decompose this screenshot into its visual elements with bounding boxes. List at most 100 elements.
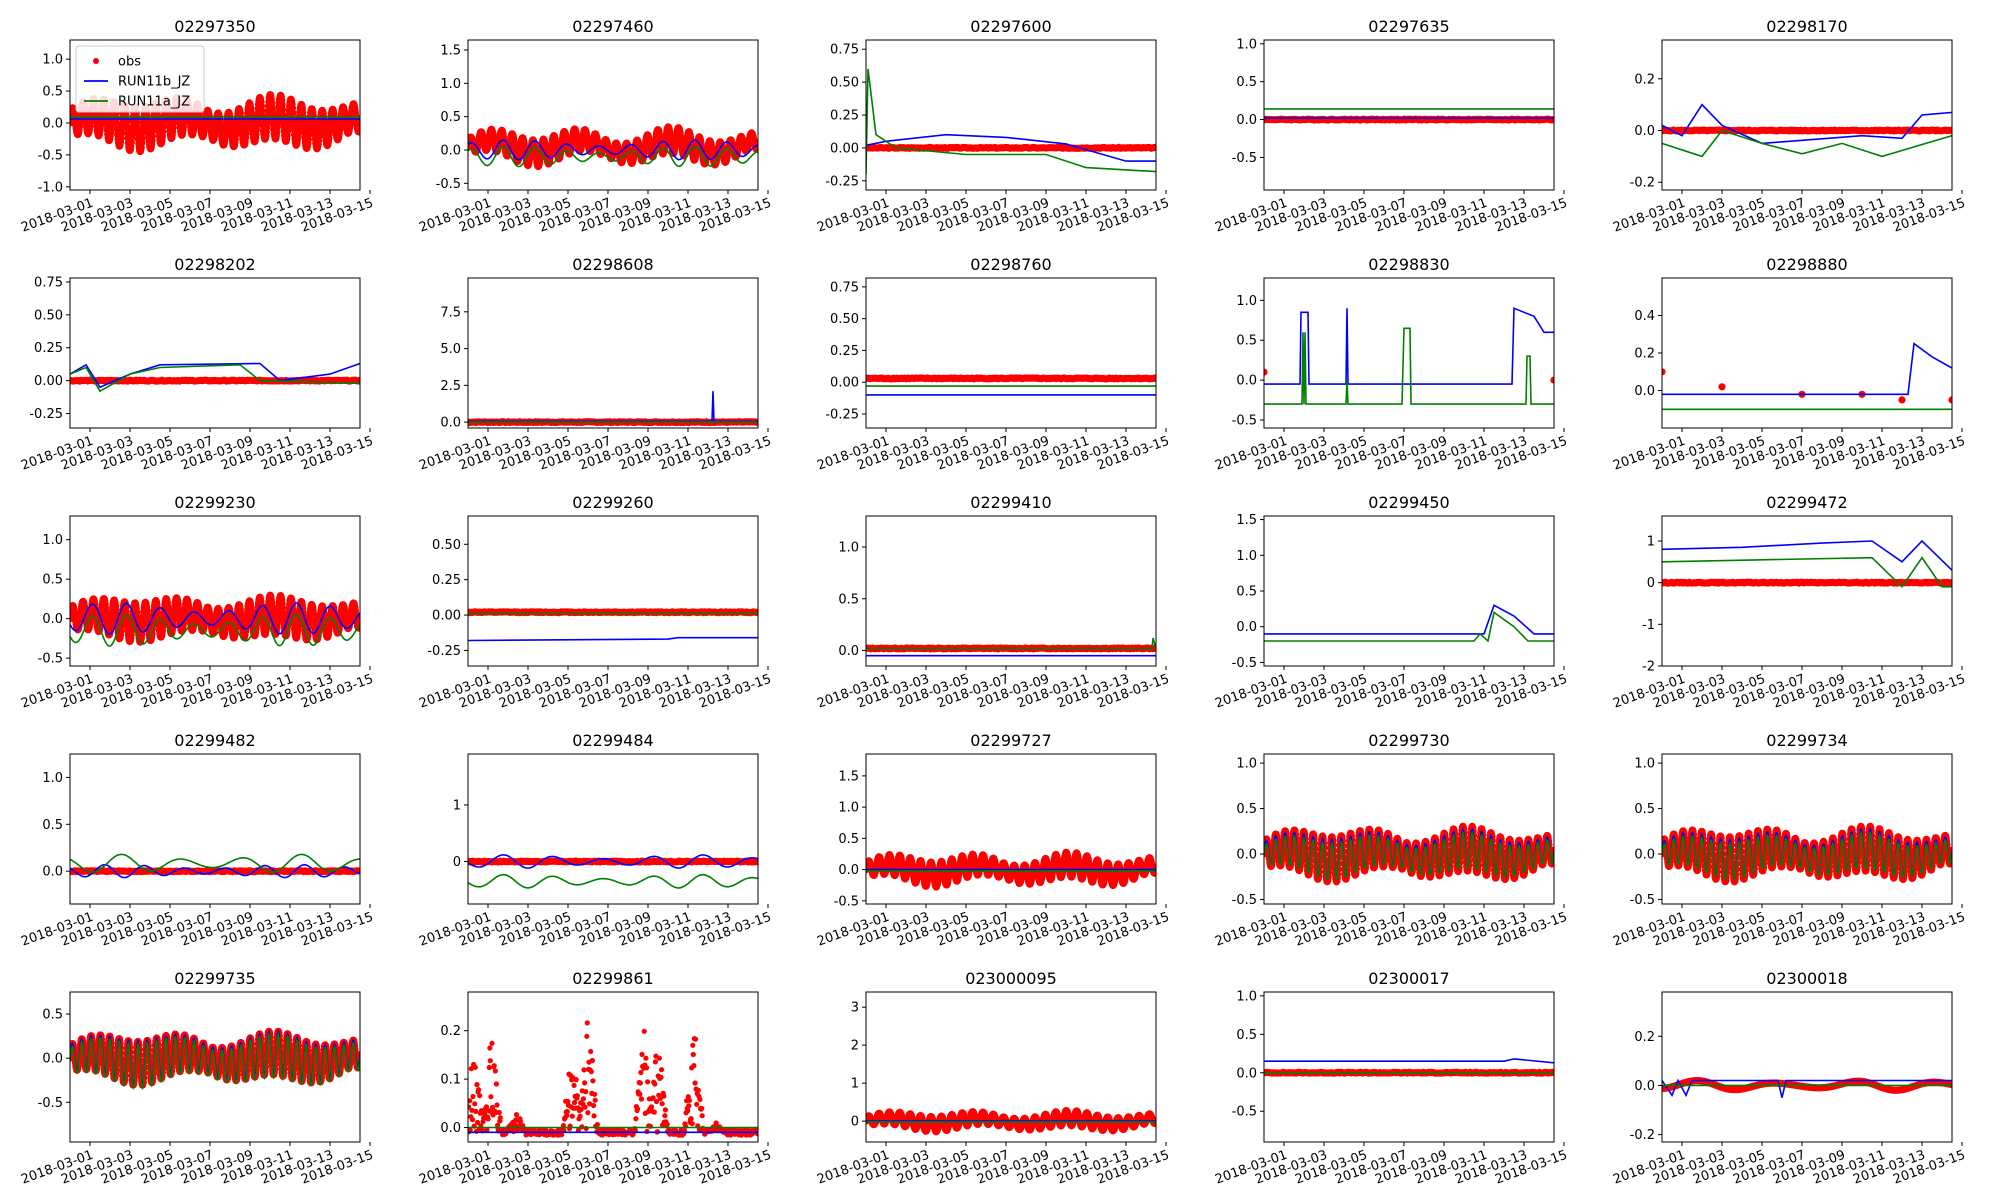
series-a-line — [468, 145, 758, 168]
obs-point — [356, 123, 360, 131]
y-tick-label: -0.5 — [1232, 151, 1257, 166]
subplot-title: 02299410 — [970, 493, 1051, 512]
subplot-title: 02297635 — [1368, 17, 1449, 36]
legend-label: RUN11b_JZ — [118, 75, 190, 90]
y-tick-label: -0.25 — [29, 407, 63, 422]
series-obs-points — [1264, 368, 1554, 384]
y-tick-label: 0.0 — [838, 644, 859, 659]
subplot-title: 02299472 — [1766, 493, 1847, 512]
y-tick-label: 1.0 — [42, 771, 63, 786]
obs-point — [300, 118, 308, 126]
subplot-02297460: 02297460-0.50.00.51.01.52018-03-012018-0… — [417, 17, 773, 236]
plot-area — [1264, 307, 1554, 405]
obs-point — [263, 123, 271, 132]
obs-point — [278, 105, 287, 113]
axes-frame — [1661, 39, 1953, 191]
y-tick-label: -0.25 — [825, 174, 859, 189]
y-tick-label: 0.00 — [34, 374, 63, 389]
axes-frame — [69, 753, 361, 905]
axes-frame — [865, 39, 1157, 191]
subplot-02299484: 02299484012018-03-012018-03-032018-03-05… — [417, 731, 773, 950]
series-a-line — [70, 363, 360, 393]
series-b-line — [468, 139, 758, 161]
series-obs-points — [1264, 115, 1554, 124]
legend-box — [75, 45, 205, 113]
series-a-line — [1264, 611, 1554, 643]
series-b-line — [1662, 103, 1952, 145]
y-tick-label: -1.0 — [38, 180, 63, 195]
y-tick-label: 0.4 — [1634, 309, 1655, 324]
subplot-02299450: 02299450-0.50.00.51.01.52018-03-012018-0… — [1213, 493, 1569, 712]
y-tick-label: 0.0 — [1634, 384, 1655, 399]
y-tick-label: 0.00 — [432, 609, 461, 624]
series-obs-points — [866, 848, 1156, 891]
obs-point — [144, 122, 152, 130]
plot-area — [866, 68, 1156, 175]
y-tick-label: 1.0 — [1236, 37, 1257, 52]
obs-point — [1948, 126, 1952, 135]
subplot-02299410: 022994100.00.51.02018-03-012018-03-03201… — [815, 493, 1171, 712]
y-tick-label: 0.50 — [34, 308, 63, 323]
plot-area — [1264, 108, 1554, 124]
y-tick-label: 7.5 — [440, 305, 461, 320]
subplot-title: 02298760 — [970, 255, 1051, 274]
obs-point — [113, 120, 121, 128]
series-obs-points — [468, 608, 758, 617]
series-b-line — [1662, 342, 1952, 396]
series-obs-points — [468, 123, 758, 171]
obs-point — [1152, 374, 1156, 383]
subplot-02298880: 022988800.00.20.42018-03-012018-03-03201… — [1611, 255, 1967, 474]
subplot-title: 02299230 — [174, 493, 255, 512]
series-b-line — [70, 863, 360, 879]
plot-area — [1662, 342, 1952, 411]
y-tick-label: 0.5 — [1236, 585, 1257, 600]
subplot-02299482: 022994820.00.51.02018-03-012018-03-03201… — [19, 731, 375, 950]
series-b-line — [1662, 539, 1952, 571]
y-tick-label: -0.25 — [825, 408, 859, 423]
series-obs-points — [866, 374, 1156, 383]
y-tick-label: 0 — [1647, 576, 1655, 591]
series-a-line — [866, 637, 1156, 650]
obs-point — [289, 109, 297, 117]
y-tick-label: 0.5 — [42, 85, 63, 100]
series-b-line — [468, 636, 758, 642]
obs-point — [1718, 383, 1726, 391]
y-tick-label: 0.2 — [1634, 72, 1655, 87]
y-tick-label: 0.5 — [440, 110, 461, 125]
series-b-line — [468, 854, 758, 869]
y-tick-label: 0.25 — [830, 344, 859, 359]
axes-frame — [467, 39, 759, 191]
y-tick-label: 0 — [453, 855, 461, 870]
series-obs-points — [70, 867, 360, 876]
obs-point — [1264, 368, 1268, 376]
series-a-line — [70, 613, 360, 647]
y-tick-label: 1.0 — [440, 77, 461, 92]
y-tick-label: 5.0 — [440, 342, 461, 357]
subplot-02298830: 02298830-0.50.00.51.02018-03-012018-03-0… — [1213, 255, 1569, 474]
axes-frame — [1661, 277, 1953, 429]
y-tick-label: 0.2 — [1634, 347, 1655, 362]
series-obs-points — [1662, 126, 1952, 135]
axes-frame — [1263, 515, 1555, 667]
plot-area — [866, 848, 1156, 891]
obs-point — [268, 104, 276, 112]
legend-marker — [93, 58, 99, 64]
subplot-02299472: 02299472-2-1012018-03-012018-03-032018-0… — [1611, 493, 1967, 712]
subplot-02299727: 02299727-0.50.00.51.01.52018-03-012018-0… — [815, 731, 1171, 950]
y-tick-label: 1.0 — [42, 53, 63, 68]
series-a-line — [866, 68, 1156, 175]
subplot-02298608: 022986080.02.55.07.52018-03-012018-03-03… — [417, 255, 773, 474]
subplot-02298760: 02298760-0.250.000.250.500.752018-03-012… — [815, 255, 1171, 474]
y-tick-label: 0.0 — [42, 865, 63, 880]
plot-area — [1662, 539, 1952, 589]
series-b-line — [70, 362, 360, 389]
y-tick-label: 0.0 — [1236, 113, 1257, 128]
obs-point — [284, 122, 292, 130]
y-tick-label: 0.5 — [1236, 334, 1257, 349]
obs-point — [159, 128, 167, 136]
axes-frame — [69, 515, 361, 667]
obs-point — [133, 124, 142, 132]
y-tick-label: -0.5 — [436, 177, 461, 192]
obs-point — [263, 118, 271, 126]
